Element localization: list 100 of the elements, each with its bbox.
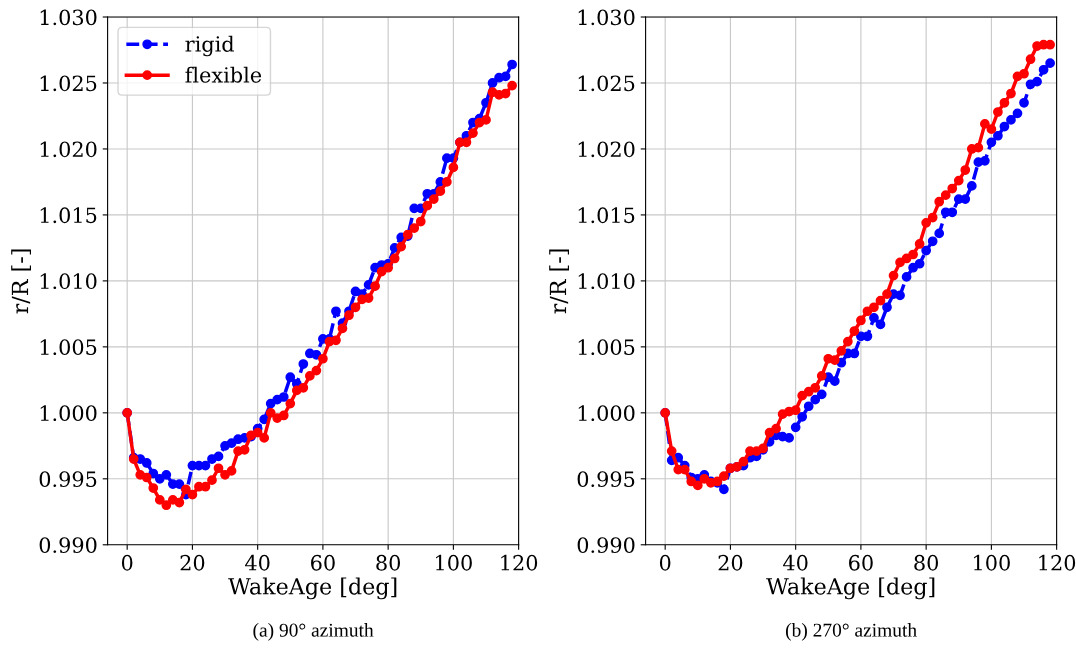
point: [318, 353, 328, 364]
x-tick-label: 40: [783, 554, 808, 571]
y-tick-label: 0.990: [577, 537, 635, 553]
point: [311, 365, 322, 376]
point: [849, 326, 860, 336]
point: [161, 469, 172, 480]
point: [869, 302, 879, 313]
point: [285, 372, 296, 383]
point: [816, 371, 827, 381]
point: [500, 71, 511, 82]
y-tick-label: 0.990: [39, 537, 97, 553]
point: [396, 241, 407, 252]
point: [882, 302, 892, 313]
point: [239, 444, 250, 455]
x-tick-label: 80: [376, 554, 401, 571]
point: [383, 262, 394, 273]
point: [226, 466, 237, 476]
point: [901, 272, 912, 282]
point: [422, 200, 433, 211]
point: [927, 236, 938, 247]
point: [908, 249, 918, 260]
point: [1006, 88, 1016, 99]
point: [1025, 54, 1036, 65]
point: [999, 97, 1010, 108]
point: [298, 359, 309, 369]
point: [882, 289, 892, 299]
point: [298, 382, 309, 393]
x-tick-label: 20: [180, 554, 205, 571]
point: [1012, 108, 1023, 119]
point: [790, 405, 801, 416]
point: [187, 489, 198, 500]
point: [921, 245, 932, 256]
point: [875, 295, 886, 306]
point: [278, 410, 289, 421]
y-tick-label: 1.010: [40, 273, 97, 290]
x-tick-label: 20: [718, 554, 743, 571]
point: [207, 475, 217, 485]
point: [934, 196, 945, 207]
x-axis-title: WakeAge [deg]: [228, 577, 397, 600]
point: [1019, 97, 1029, 108]
point: [842, 336, 853, 347]
point: [993, 107, 1003, 117]
point: [213, 451, 224, 462]
point: [986, 137, 997, 148]
legend-label: rigid: [185, 35, 235, 57]
point: [869, 312, 879, 323]
text: (b) 270° azimuth: [785, 623, 917, 641]
x-axis-title: WakeAge [deg]: [766, 577, 935, 600]
y-tick-label: 1.010: [578, 273, 635, 290]
point: [181, 484, 191, 495]
point: [448, 162, 459, 173]
point: [947, 207, 958, 218]
point: [331, 306, 341, 317]
point: [803, 401, 814, 412]
point: [914, 239, 925, 249]
point: [363, 293, 374, 303]
y-tick-label: 1.020: [578, 141, 635, 158]
point: [350, 302, 361, 313]
y-tick-label: 1.025: [40, 75, 97, 92]
point: [966, 181, 977, 191]
x-tick-label: 120: [501, 554, 538, 571]
legend-label: flexible: [185, 66, 262, 83]
point: [442, 177, 452, 187]
x-tick-label: 120: [1039, 554, 1076, 571]
point: [980, 155, 990, 166]
point: [435, 186, 446, 197]
x-tick-label: 0: [121, 554, 133, 571]
point: [856, 315, 866, 326]
y-tick-label: 1.030: [578, 9, 635, 26]
point: [1045, 58, 1055, 69]
point: [213, 463, 224, 474]
point: [507, 80, 517, 91]
point: [154, 473, 165, 484]
point: [1045, 39, 1055, 50]
point: [816, 389, 827, 400]
x-tick-label: 80: [914, 554, 939, 571]
point: [141, 472, 152, 483]
point: [1038, 64, 1049, 75]
point: [921, 217, 932, 228]
point: [252, 427, 263, 438]
point: [337, 323, 348, 334]
y-tick-label: 0.995: [577, 471, 635, 488]
point: [428, 194, 439, 204]
point: [220, 469, 230, 480]
y-tick-label: 1.030: [40, 9, 97, 26]
point: [409, 223, 420, 233]
point: [829, 376, 840, 387]
x-tick-label: 60: [311, 554, 335, 571]
y-tick-label: 1.000: [40, 405, 97, 422]
text: (a) 90° azimuth: [253, 623, 374, 641]
point: [259, 433, 270, 443]
point: [481, 115, 491, 125]
point: [331, 335, 341, 346]
point: [895, 290, 905, 301]
point: [927, 212, 938, 223]
point: [934, 228, 945, 239]
point: [141, 458, 152, 468]
point: [986, 124, 997, 135]
point: [1006, 115, 1016, 125]
point: [344, 310, 354, 321]
